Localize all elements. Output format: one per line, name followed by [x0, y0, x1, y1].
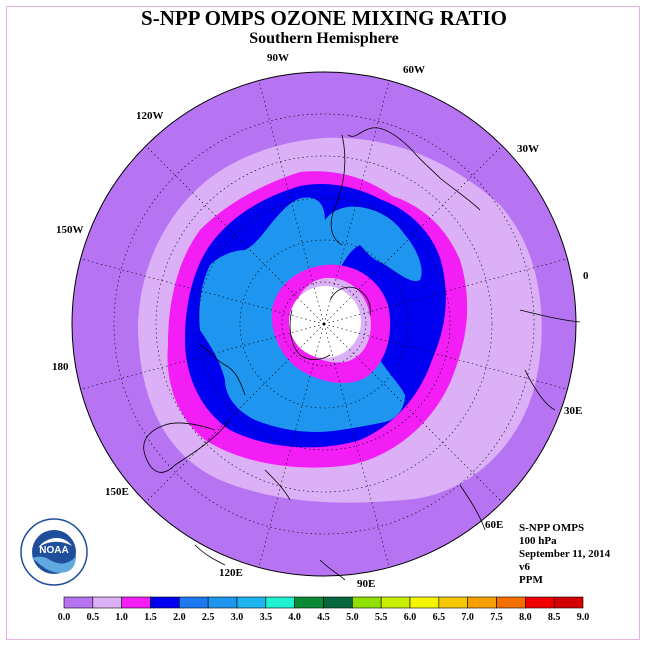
- colorbar-swatch: [92, 596, 122, 609]
- colorbar-swatch: [438, 596, 468, 609]
- meridian-line: [323, 323, 503, 503]
- south-pole-marker: [322, 322, 326, 326]
- info-version: v6: [519, 561, 530, 573]
- lon-label-90w: 90W: [267, 52, 289, 64]
- colorbar-swatch: [467, 596, 497, 609]
- colorbar-swatch: [352, 596, 382, 609]
- colorbar-tick-label: 0.5: [87, 612, 100, 623]
- plot-info: S-NPP OMPS 100 hPa September 11, 2014 v6…: [519, 522, 610, 587]
- noaa-logo-text: NOAA: [39, 545, 68, 556]
- colorbar-tick-label: 1.0: [115, 612, 128, 623]
- graticule: [80, 80, 568, 568]
- lon-label-150w: 150W: [56, 224, 84, 236]
- colorbar-tick-label: 3.5: [260, 612, 273, 623]
- lon-label-90e: 90E: [357, 578, 375, 590]
- plot-subtitle: Southern Hemisphere: [249, 30, 399, 47]
- info-units: PPM: [519, 574, 543, 586]
- meridian-line: [323, 145, 503, 325]
- info-level: 100 hPa: [519, 535, 557, 547]
- meridian-line: [145, 323, 325, 503]
- colorbar-swatch: [525, 596, 555, 609]
- meridian-line: [258, 323, 325, 568]
- meridian-line: [80, 258, 325, 325]
- colorbar-tick-label: 6.0: [404, 612, 417, 623]
- lon-label-30w: 30W: [517, 143, 539, 155]
- noaa-logo: NOAA: [20, 518, 88, 591]
- colorbar-tick-label: 3.0: [231, 612, 244, 623]
- coastlines: [143, 127, 581, 581]
- colorbar-swatch: [236, 596, 267, 609]
- meridian-line: [145, 145, 325, 325]
- meridian-line: [80, 323, 325, 390]
- colorbar-tick-label: 9.0: [577, 612, 590, 623]
- colorbar-swatch: [323, 596, 353, 609]
- colorbar-tick-label: 2.5: [202, 612, 215, 623]
- colorbar-tick-label: 7.0: [461, 612, 474, 623]
- colorbar-swatch: [63, 596, 94, 609]
- info-date: September 11, 2014: [519, 548, 611, 560]
- colorbar-swatch: [409, 596, 440, 609]
- plot-title: S-NPP OMPS OZONE MIXING RATIO: [141, 6, 507, 30]
- noaa-emblem-icon: NOAA: [20, 518, 88, 586]
- meridian-line: [258, 80, 325, 325]
- colorbar-swatch: [207, 596, 238, 609]
- colorbar-swatch: [265, 596, 295, 609]
- colorbar-tick-label: 6.5: [433, 612, 446, 623]
- page-border: [6, 6, 640, 640]
- no-data-polar-cap: [289, 286, 361, 358]
- lon-label-120w: 120W: [136, 110, 164, 122]
- colorbar-swatch: [553, 596, 584, 609]
- colorbar-tick-label: 8.5: [548, 612, 561, 623]
- colorbar-swatch: [179, 596, 209, 609]
- colorbar-swatch: [380, 596, 411, 609]
- meridian-line: [323, 258, 568, 325]
- colorbar-tick-label: 1.5: [144, 612, 157, 623]
- colorbar-tick-label: 4.5: [317, 612, 330, 623]
- info-instrument: S-NPP OMPS: [519, 522, 585, 534]
- lon-label-60w: 60W: [403, 64, 425, 76]
- colorbar-tick-label: 0.0: [58, 612, 71, 623]
- colorbar-swatch: [294, 596, 324, 609]
- colorbar-tick-label: 4.0: [288, 612, 301, 623]
- colorbar-tick-label: 5.5: [375, 612, 388, 623]
- meridian-line: [323, 323, 568, 390]
- colorbar-swatch: [496, 596, 526, 609]
- lon-label-30e: 30E: [564, 405, 582, 417]
- map-boundary: [71, 71, 577, 577]
- lon-label-120e: 120E: [219, 567, 243, 579]
- colorbar-swatch: [121, 596, 151, 609]
- lon-label-60e: 60E: [485, 519, 503, 531]
- lon-label-150e: 150E: [105, 486, 129, 498]
- colorbar-tick-label: 2.0: [173, 612, 186, 623]
- colorbar-tick-label: 8.0: [519, 612, 532, 623]
- longitude-labels: 90W 60W 30W 0 30E 60E 90E 120E 150E 180 …: [52, 52, 589, 590]
- meridian-line: [323, 80, 390, 325]
- lon-label-180: 180: [52, 361, 69, 373]
- meridian-line: [323, 323, 390, 568]
- colorbar-swatch: [150, 596, 180, 609]
- colorbar-tick-label: 7.5: [490, 612, 503, 623]
- lon-label-0: 0: [583, 270, 589, 282]
- colorbar-tick-label: 5.0: [346, 612, 359, 623]
